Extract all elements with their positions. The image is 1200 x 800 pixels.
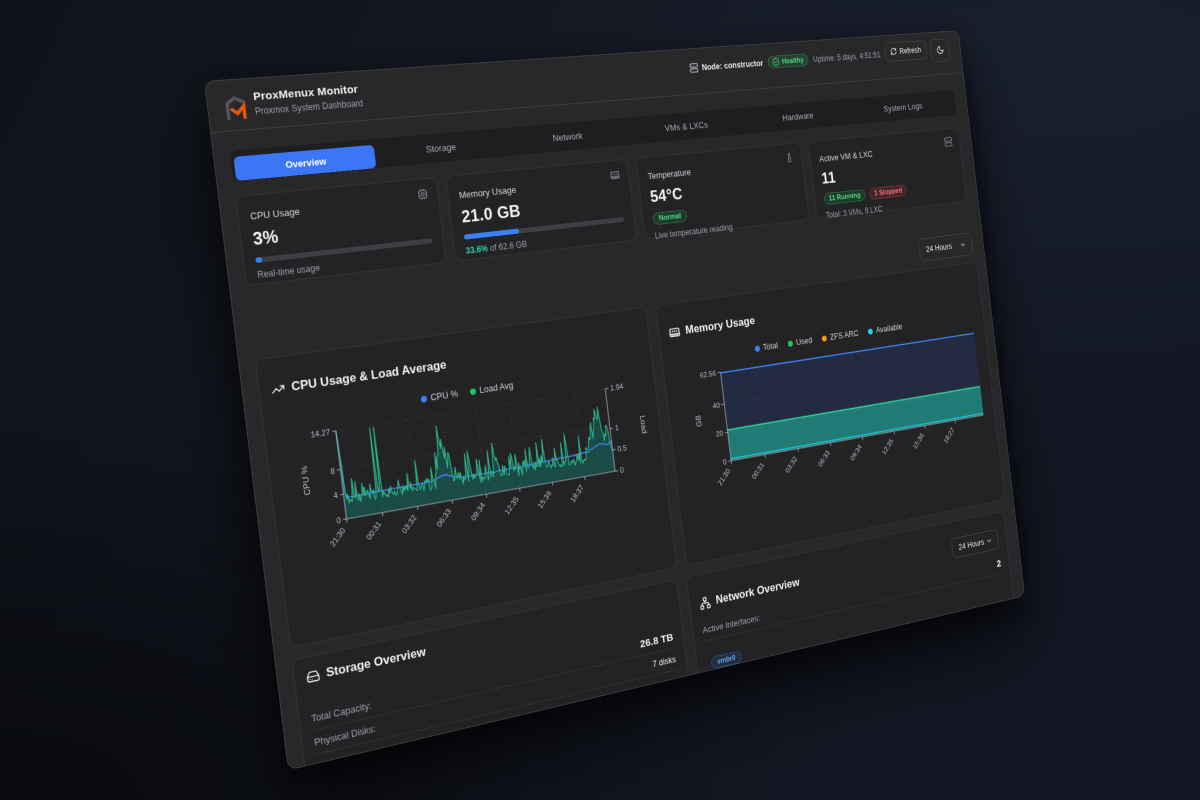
svg-text:CPU %: CPU % xyxy=(299,465,312,496)
svg-text:0: 0 xyxy=(336,515,342,525)
svg-text:40: 40 xyxy=(712,401,720,411)
svg-text:Load: Load xyxy=(638,415,648,434)
svg-text:0.5: 0.5 xyxy=(617,443,628,454)
svg-text:06:33: 06:33 xyxy=(816,449,831,469)
svg-text:12:35: 12:35 xyxy=(880,437,894,456)
svg-text:15:36: 15:36 xyxy=(911,431,925,450)
svg-text:15:36: 15:36 xyxy=(536,489,553,510)
svg-text:0: 0 xyxy=(722,457,727,466)
svg-text:14.27: 14.27 xyxy=(310,427,331,440)
svg-text:12:35: 12:35 xyxy=(503,495,521,517)
svg-text:1.94: 1.94 xyxy=(610,382,624,393)
svg-text:18:37: 18:37 xyxy=(568,483,585,504)
svg-text:GB: GB xyxy=(694,415,703,428)
svg-text:62.56: 62.56 xyxy=(699,369,716,380)
svg-text:18:27: 18:27 xyxy=(942,426,956,445)
svg-text:8: 8 xyxy=(330,466,336,476)
svg-text:4: 4 xyxy=(333,490,339,500)
svg-text:21:30: 21:30 xyxy=(716,467,732,487)
svg-text:03:32: 03:32 xyxy=(784,454,799,474)
svg-text:00:31: 00:31 xyxy=(364,519,383,541)
svg-text:06:33: 06:33 xyxy=(435,507,453,529)
svg-text:1: 1 xyxy=(614,423,619,433)
svg-text:0: 0 xyxy=(619,465,624,475)
svg-text:20: 20 xyxy=(716,429,724,439)
svg-text:21:30: 21:30 xyxy=(328,526,347,549)
svg-text:09:34: 09:34 xyxy=(469,501,487,523)
svg-text:09:34: 09:34 xyxy=(849,443,864,463)
svg-text:03:32: 03:32 xyxy=(400,513,419,535)
svg-text:00:31: 00:31 xyxy=(750,460,766,480)
